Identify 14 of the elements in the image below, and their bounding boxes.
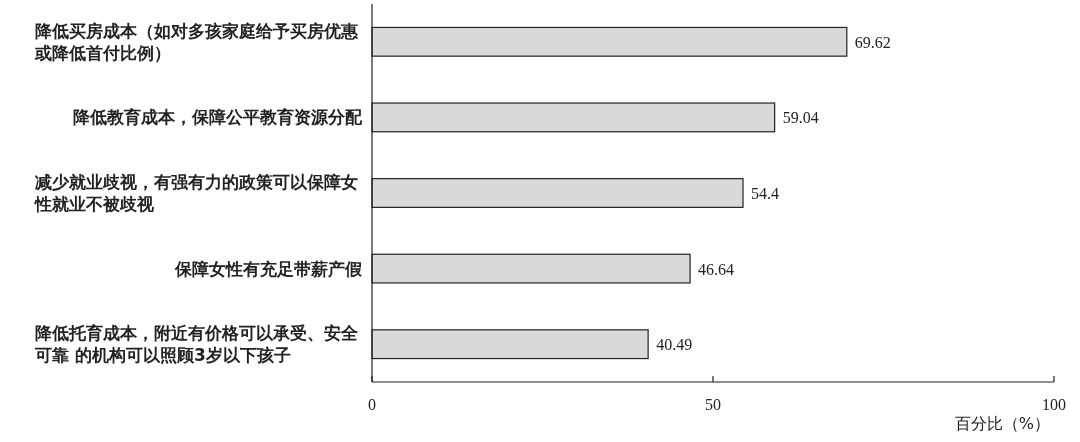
y-tick-label: 降低教育成本，保障公平教育资源分配 [73,106,362,129]
x-axis-title: 百分比（%） [954,414,1050,435]
x-tick-label: 50 [705,396,721,413]
y-tick-label: 减少就业歧视，有强有力的政策可以保障女性就业不被歧视 [35,171,359,215]
x-tick-label: 100 [1042,396,1066,413]
x-tick-label: 0 [368,396,376,413]
y-tick-label: 保障女性有充足带薪产假 [175,257,362,280]
y-tick-label: 降低买房成本（如对多孩家庭给予买房优惠或降低首付比例） [35,19,359,64]
data-label: 54.4 [751,185,780,202]
data-label: 69.62 [854,33,891,51]
y-tick-label: 降低托育成本，附近有价格可以承受、安全可靠 的机构可以照顾3岁以下孩子 [35,322,359,367]
data-label: 46.64 [698,260,735,278]
data-label: 59.04 [782,109,819,127]
data-label: 40.49 [656,336,693,354]
